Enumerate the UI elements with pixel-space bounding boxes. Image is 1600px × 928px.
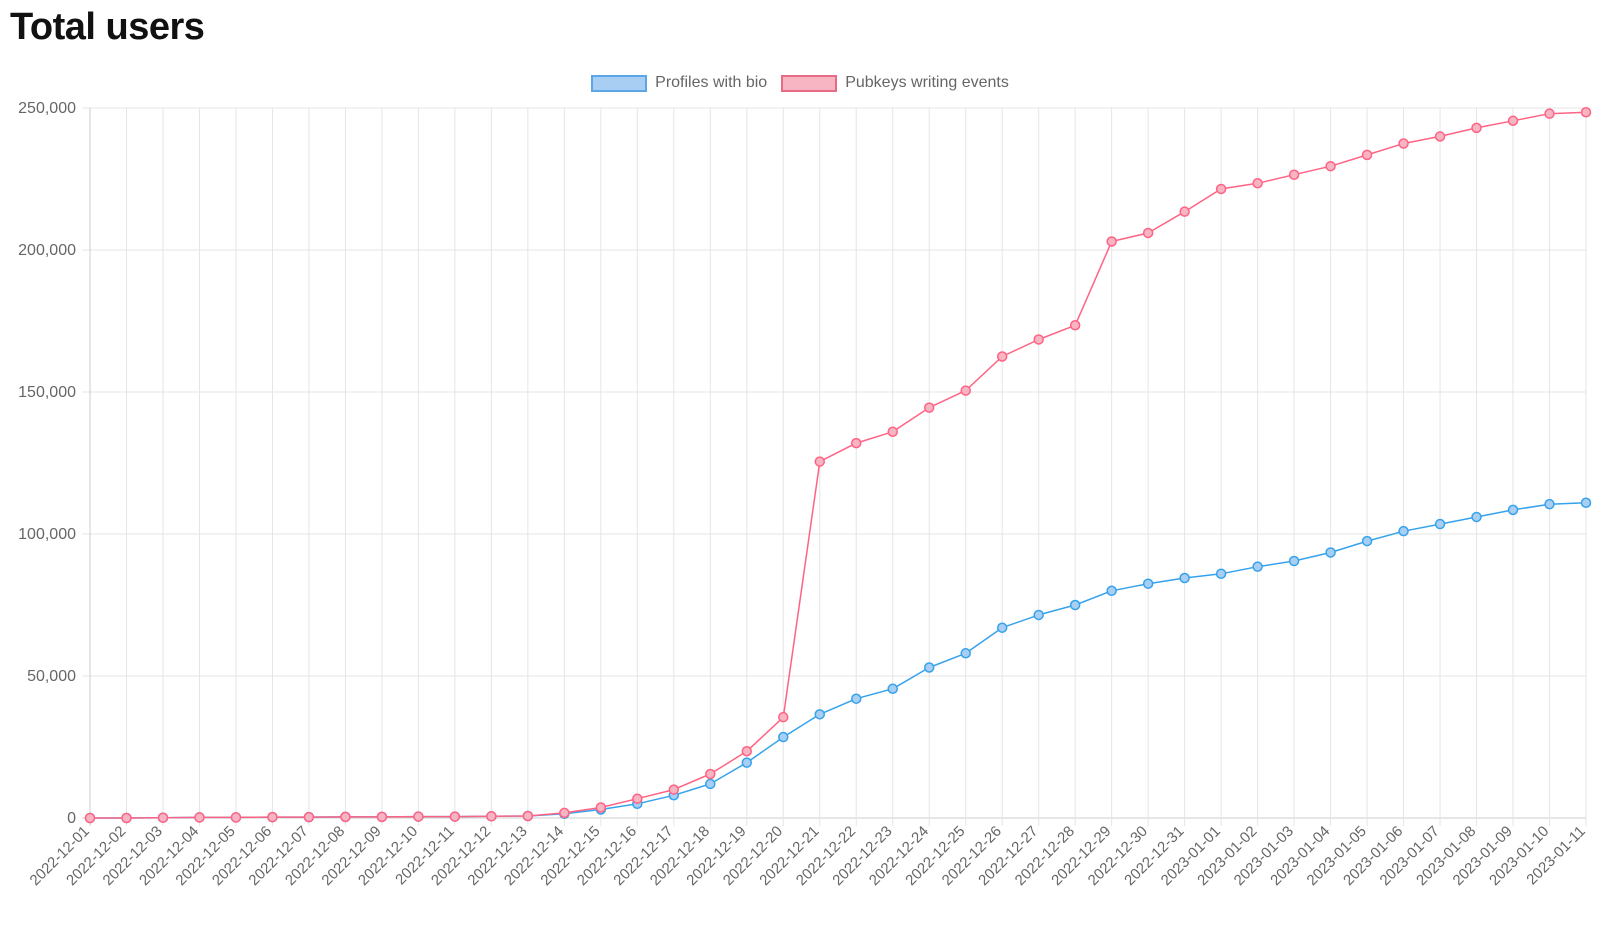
data-point-pubkeys-writing-events xyxy=(1033,334,1044,345)
data-point-profiles-with-bio xyxy=(850,693,862,704)
data-point-pubkeys-writing-events xyxy=(84,812,96,824)
data-point-profiles-with-bio xyxy=(996,622,1008,633)
data-point-pubkeys-writing-events xyxy=(267,811,278,823)
y-tick-label: 150,000 xyxy=(18,384,76,401)
series-line-pubkeys-writing-events xyxy=(90,111,1587,819)
y-tick-label: 0 xyxy=(67,810,76,827)
page-title: Total users xyxy=(10,6,205,48)
data-point-pubkeys-writing-events xyxy=(1288,169,1300,180)
data-point-pubkeys-writing-events xyxy=(741,746,753,757)
data-point-pubkeys-writing-events xyxy=(850,437,862,449)
data-point-profiles-with-bio xyxy=(1179,572,1190,584)
data-point-pubkeys-writing-events xyxy=(486,811,497,822)
data-point-pubkeys-writing-events xyxy=(157,812,169,823)
data-point-profiles-with-bio xyxy=(887,683,898,695)
data-point-profiles-with-bio xyxy=(1142,578,1154,589)
data-point-profiles-with-bio xyxy=(1106,585,1117,597)
y-tick-label: 250,000 xyxy=(18,100,76,117)
data-point-pubkeys-writing-events xyxy=(668,784,680,795)
data-point-pubkeys-writing-events xyxy=(413,811,424,822)
data-point-pubkeys-writing-events xyxy=(632,793,643,804)
data-point-profiles-with-bio xyxy=(1069,599,1081,611)
series-line-profiles-with-bio xyxy=(90,502,1587,819)
data-point-pubkeys-writing-events xyxy=(996,351,1008,362)
legend-label-pubkeys-writing-events: Pubkeys writing events xyxy=(845,74,1009,91)
data-point-pubkeys-writing-events xyxy=(121,812,132,824)
data-point-pubkeys-writing-events xyxy=(1069,320,1081,331)
data-point-pubkeys-writing-events xyxy=(1544,108,1555,119)
data-point-profiles-with-bio xyxy=(923,662,935,673)
data-point-pubkeys-writing-events xyxy=(230,812,242,823)
data-point-profiles-with-bio xyxy=(1325,547,1336,558)
data-point-profiles-with-bio xyxy=(1580,497,1592,509)
y-tick-label: 100,000 xyxy=(18,526,76,543)
data-point-pubkeys-writing-events xyxy=(887,426,898,438)
y-tick-label: 50,000 xyxy=(27,668,76,685)
data-point-pubkeys-writing-events xyxy=(449,811,461,822)
data-point-profiles-with-bio xyxy=(814,709,826,720)
data-point-pubkeys-writing-events xyxy=(1252,178,1263,189)
legend-swatch-profiles-with-bio xyxy=(591,74,648,92)
data-point-profiles-with-bio xyxy=(741,757,753,768)
data-point-profiles-with-bio xyxy=(705,778,716,790)
legend-item-profiles-with-bio[interactable]: Profiles with bio xyxy=(591,74,767,92)
data-point-profiles-with-bio xyxy=(1252,561,1263,572)
data-point-pubkeys-writing-events xyxy=(1398,138,1409,149)
data-point-pubkeys-writing-events xyxy=(1361,149,1373,161)
data-point-profiles-with-bio xyxy=(1033,609,1044,621)
data-point-pubkeys-writing-events xyxy=(1106,236,1117,247)
data-point-profiles-with-bio xyxy=(960,648,971,659)
data-point-pubkeys-writing-events xyxy=(194,812,205,823)
data-point-pubkeys-writing-events xyxy=(1580,107,1592,118)
legend-item-pubkeys-writing-events[interactable]: Pubkeys writing events xyxy=(781,74,1009,92)
data-point-profiles-with-bio xyxy=(1361,535,1373,547)
data-point-pubkeys-writing-events xyxy=(303,811,315,823)
data-point-pubkeys-writing-events xyxy=(340,811,351,823)
data-point-profiles-with-bio xyxy=(778,731,789,743)
data-point-pubkeys-writing-events xyxy=(522,810,534,822)
data-point-pubkeys-writing-events xyxy=(814,456,826,467)
data-point-pubkeys-writing-events xyxy=(1179,206,1190,217)
data-point-pubkeys-writing-events xyxy=(1507,115,1519,127)
data-point-profiles-with-bio xyxy=(1288,555,1300,567)
data-point-pubkeys-writing-events xyxy=(1434,131,1446,142)
data-point-pubkeys-writing-events xyxy=(1325,160,1336,172)
data-point-profiles-with-bio xyxy=(1434,518,1446,530)
data-point-pubkeys-writing-events xyxy=(1142,227,1154,239)
data-point-pubkeys-writing-events xyxy=(595,802,607,813)
data-point-pubkeys-writing-events xyxy=(923,402,935,413)
data-point-profiles-with-bio xyxy=(1398,525,1409,537)
data-point-profiles-with-bio xyxy=(1215,568,1227,580)
y-tick-label: 200,000 xyxy=(18,242,76,259)
data-point-pubkeys-writing-events xyxy=(1215,183,1227,195)
data-point-pubkeys-writing-events xyxy=(960,385,971,396)
legend-swatch-pubkeys-writing-events xyxy=(781,74,838,92)
data-point-pubkeys-writing-events xyxy=(1471,122,1482,134)
chart-legend: Profiles with bio Pubkeys writing events xyxy=(0,74,1600,92)
data-point-pubkeys-writing-events xyxy=(705,768,716,780)
data-point-pubkeys-writing-events xyxy=(778,711,789,723)
data-point-profiles-with-bio xyxy=(1544,498,1555,510)
data-point-pubkeys-writing-events xyxy=(559,807,570,819)
data-point-profiles-with-bio xyxy=(1471,511,1482,523)
legend-label-profiles-with-bio: Profiles with bio xyxy=(655,74,768,91)
data-point-profiles-with-bio xyxy=(1507,504,1519,516)
data-point-pubkeys-writing-events xyxy=(376,811,388,823)
